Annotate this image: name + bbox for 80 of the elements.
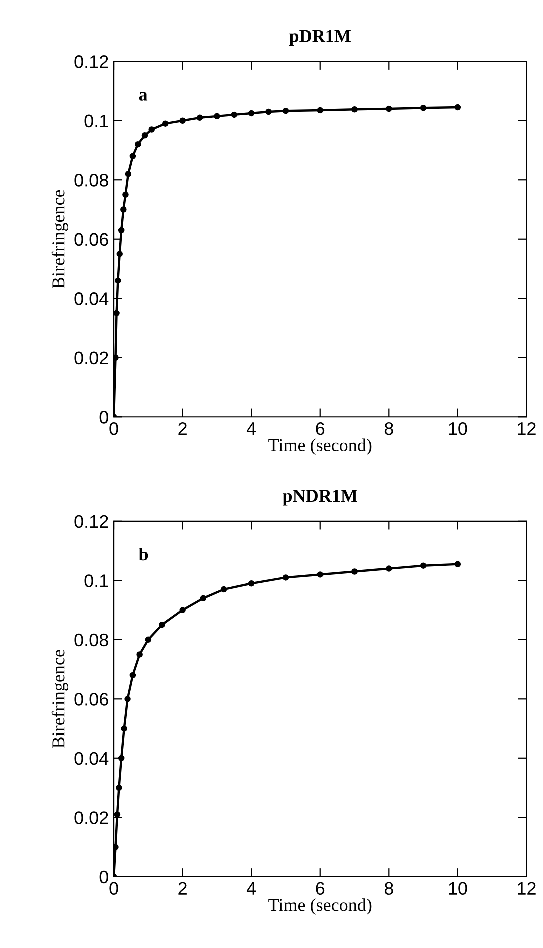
y-tick-label: 0 xyxy=(100,870,108,884)
annotation: b xyxy=(139,548,148,561)
y-tick-label: 0.06 xyxy=(74,233,108,246)
point xyxy=(454,561,462,568)
point xyxy=(114,354,119,361)
point xyxy=(386,566,392,572)
x-tick-label: 4 xyxy=(246,882,256,895)
y-tick-label: 0.06 xyxy=(74,693,108,706)
point xyxy=(159,622,166,628)
point xyxy=(130,153,136,160)
y-tick-label: 0.1 xyxy=(84,574,108,588)
chart-title: pNDR1M xyxy=(282,490,358,506)
point xyxy=(145,636,152,644)
y-tick-label: 0.04 xyxy=(74,292,109,306)
point xyxy=(125,171,132,178)
point xyxy=(180,118,186,124)
point xyxy=(317,107,324,114)
x-tick-label: 12 xyxy=(518,422,536,436)
point xyxy=(114,310,120,317)
point xyxy=(317,572,324,578)
point xyxy=(352,568,358,575)
x-tick-label: 8 xyxy=(384,882,394,896)
x-tick-label: 2 xyxy=(178,882,187,895)
y-tick-label: 0.08 xyxy=(74,634,108,647)
point xyxy=(266,108,272,116)
point xyxy=(136,652,143,658)
point xyxy=(214,113,220,120)
x-tick-label: 8 xyxy=(384,422,394,436)
point xyxy=(116,251,123,258)
x-axis-title: Time (second) xyxy=(268,898,372,915)
x-tick-label: 10 xyxy=(449,882,468,896)
x-tick-label: 6 xyxy=(316,422,325,436)
point xyxy=(118,227,125,234)
y-tick-label: 0 xyxy=(100,411,108,424)
y-axis-title: Birefringence xyxy=(52,190,68,288)
point xyxy=(142,132,148,139)
x-tick-label: 12 xyxy=(518,882,536,895)
point xyxy=(248,580,255,587)
point xyxy=(231,112,238,118)
point xyxy=(116,784,122,792)
y-tick-label: 0.04 xyxy=(74,752,109,766)
x-axis-title: Time (second) xyxy=(268,438,372,456)
point xyxy=(121,726,128,732)
point xyxy=(114,812,121,818)
point xyxy=(115,278,122,284)
point xyxy=(130,672,136,679)
point xyxy=(134,141,142,148)
point xyxy=(162,120,169,127)
point xyxy=(386,106,392,112)
point xyxy=(180,607,186,614)
y-tick-label: 0.1 xyxy=(84,114,108,128)
x-tick-label: 4 xyxy=(246,422,256,436)
point xyxy=(118,755,125,762)
y-tick-label: 0.02 xyxy=(74,352,108,365)
point xyxy=(282,108,290,114)
x-tick-label: 10 xyxy=(449,422,468,436)
point xyxy=(248,110,255,117)
y-tick-label: 0.12 xyxy=(74,56,108,68)
y-tick-label: 0.02 xyxy=(74,812,108,824)
x-tick-label: 6 xyxy=(316,882,325,896)
point xyxy=(454,104,462,111)
point xyxy=(282,574,290,581)
point xyxy=(148,126,155,133)
point xyxy=(122,192,129,198)
point xyxy=(200,595,207,602)
point xyxy=(124,696,131,702)
chart-title: pDR1M xyxy=(290,30,351,46)
x-tick-label: 0 xyxy=(110,882,118,896)
y-tick-label: 0.08 xyxy=(74,174,108,187)
x-tick-label: 2 xyxy=(178,422,187,436)
point xyxy=(120,206,127,213)
x-tick-label: 0 xyxy=(110,422,118,436)
point xyxy=(220,586,228,593)
point xyxy=(352,106,358,113)
point xyxy=(420,562,427,569)
y-tick-label: 0.12 xyxy=(74,515,108,528)
annotation: a xyxy=(139,92,148,101)
point xyxy=(420,105,427,112)
y-axis-title: Birefringence xyxy=(52,650,68,748)
point xyxy=(196,114,204,122)
